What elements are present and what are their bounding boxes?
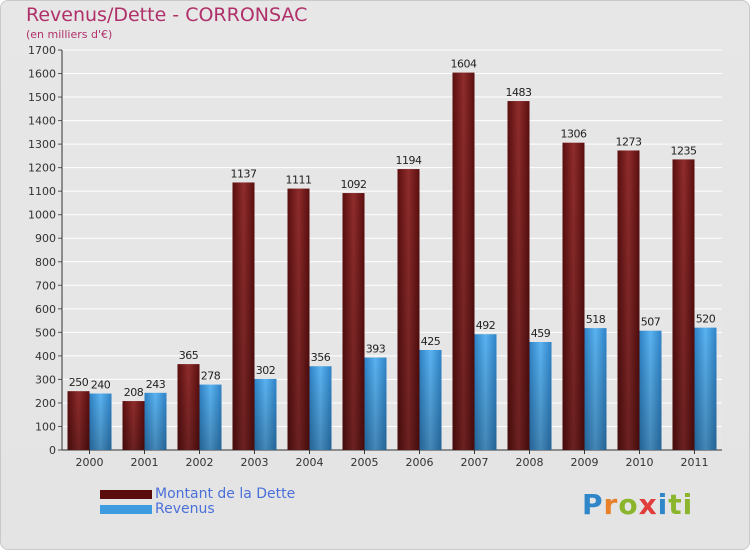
x-tick-label: 2002	[186, 456, 214, 469]
y-tick-label: 1400	[28, 115, 56, 128]
legend-swatch-revenue	[100, 505, 152, 514]
bar-shade-revenue	[474, 334, 497, 450]
bar-shade-revenue	[639, 330, 662, 450]
bar-shade-debt	[507, 101, 530, 450]
legend-label-revenue: Revenus	[155, 501, 215, 517]
x-tick-label: 2004	[296, 456, 324, 469]
bar-shade-debt	[287, 188, 310, 450]
chart-title: Revenus/Dette - CORRONSAC	[26, 4, 308, 26]
bar-shade-revenue	[89, 393, 112, 450]
y-tick-label: 1000	[28, 209, 56, 222]
proxiti-logo: Proxiti	[582, 488, 694, 521]
y-tick-label: 1100	[28, 185, 56, 198]
data-label-debt: 1137	[231, 167, 257, 180]
data-label-revenue: 507	[641, 316, 661, 329]
y-tick-label: 1700	[28, 44, 56, 57]
data-label-revenue: 243	[146, 378, 166, 391]
data-label-debt: 1604	[451, 58, 477, 71]
y-tick-label: 900	[35, 232, 56, 245]
y-tick-label: 1300	[28, 138, 56, 151]
data-label-revenue: 492	[476, 319, 496, 332]
data-label-debt: 1273	[616, 135, 642, 148]
y-tick-label: 1500	[28, 91, 56, 104]
data-label-debt: 208	[124, 386, 144, 399]
legend-label-debt: Montant de la Dette	[155, 486, 296, 502]
bar-shade-debt	[342, 193, 365, 450]
x-tick-label: 2011	[681, 456, 709, 469]
bar-shade-revenue	[694, 327, 717, 450]
data-label-revenue: 302	[256, 364, 276, 377]
data-label-debt: 1111	[286, 174, 312, 187]
bar-shade-debt	[232, 182, 255, 450]
data-label-debt: 1194	[396, 154, 422, 167]
data-label-revenue: 518	[586, 313, 606, 326]
data-label-revenue: 356	[311, 351, 331, 364]
y-tick-label: 700	[35, 279, 56, 292]
data-label-revenue: 459	[531, 327, 551, 340]
bar-shade-revenue	[309, 366, 332, 450]
y-tick-label: 0	[49, 444, 56, 457]
bar-shade-revenue	[254, 378, 277, 450]
bar-shade-debt	[562, 142, 585, 451]
plot-area	[62, 50, 722, 450]
bar-shade-revenue	[419, 350, 442, 450]
data-label-revenue: 393	[366, 343, 386, 356]
y-tick-label: 500	[35, 326, 56, 339]
x-tick-label: 2003	[241, 456, 269, 469]
data-label-debt: 250	[69, 376, 89, 389]
x-tick-label: 2009	[571, 456, 599, 469]
data-label-debt: 1235	[671, 144, 697, 157]
x-tick-label: 2001	[131, 456, 159, 469]
bar-shade-revenue	[529, 342, 552, 450]
y-tick-label: 1200	[28, 162, 56, 175]
data-label-revenue: 520	[696, 313, 716, 326]
y-tick-label: 1600	[28, 68, 56, 81]
data-label-debt: 1306	[561, 128, 587, 141]
data-label-revenue: 240	[91, 379, 111, 392]
bar-shade-debt	[67, 391, 90, 450]
x-tick-label: 2010	[626, 456, 654, 469]
data-label-revenue: 278	[201, 370, 221, 383]
bar-shade-debt	[122, 401, 145, 450]
legend-swatch-debt	[100, 490, 152, 499]
bar-shade-debt	[397, 169, 420, 450]
y-tick-label: 100	[35, 420, 56, 433]
bar-shade-debt	[617, 150, 640, 450]
bars-layer	[67, 72, 717, 451]
data-label-debt: 365	[179, 349, 199, 362]
bar-shade-debt	[452, 72, 475, 451]
x-tick-label: 2007	[461, 456, 489, 469]
bar-shade-debt	[672, 159, 695, 451]
chart-subtitle: (en milliers d'€)	[26, 28, 113, 41]
bar-shade-revenue	[584, 328, 607, 450]
data-label-debt: 1483	[506, 86, 532, 99]
y-tick-label: 600	[35, 303, 56, 316]
y-tick-label: 800	[35, 256, 56, 269]
bar-shade-revenue	[199, 384, 222, 450]
data-label-revenue: 425	[421, 335, 441, 348]
grid-layer	[58, 49, 722, 454]
labels-layer: 0 100 200 300 400 500 600 700 800 900 1000 1100 1200…	[28, 44, 716, 469]
bar-shade-revenue	[144, 392, 167, 450]
y-tick-label: 200	[35, 397, 56, 410]
bar-shade-debt	[177, 364, 200, 450]
x-tick-label: 2006	[406, 456, 434, 469]
bar-shade-revenue	[364, 357, 387, 450]
x-tick-label: 2005	[351, 456, 379, 469]
y-tick-label: 300	[35, 373, 56, 386]
data-label-debt: 1092	[341, 178, 367, 191]
y-tick-label: 400	[35, 350, 56, 363]
x-tick-label: 2008	[516, 456, 544, 469]
x-tick-label: 2000	[76, 456, 104, 469]
